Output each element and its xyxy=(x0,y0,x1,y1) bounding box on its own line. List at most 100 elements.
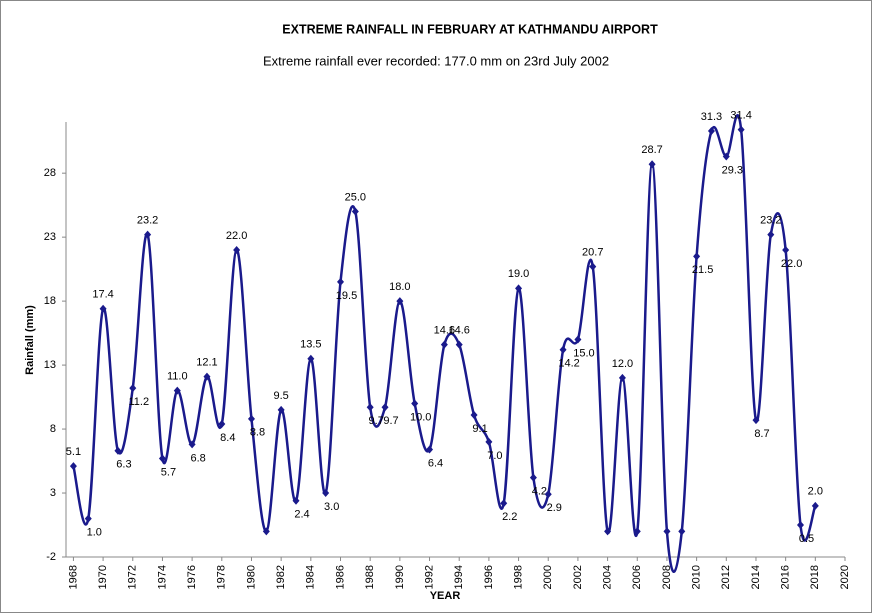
marker xyxy=(114,446,122,455)
marker xyxy=(529,473,537,482)
marker xyxy=(574,335,582,344)
marker xyxy=(396,297,404,306)
x-tick-label: 2016 xyxy=(780,565,792,589)
x-tick-label: 1970 xyxy=(97,565,109,589)
data-label: 19.0 xyxy=(508,268,529,280)
marker xyxy=(485,437,493,446)
marker xyxy=(144,230,152,239)
x-tick-label: 1984 xyxy=(305,565,317,589)
marker xyxy=(292,496,300,505)
marker xyxy=(426,445,434,454)
x-tick-label: 1976 xyxy=(186,565,198,589)
marker xyxy=(633,527,641,536)
data-label: 3.0 xyxy=(324,501,339,513)
marker xyxy=(470,410,478,419)
marker xyxy=(322,489,330,498)
data-label: 2.0 xyxy=(808,486,823,498)
data-label: 9.7 xyxy=(369,415,384,427)
data-label: 14.6 xyxy=(448,325,469,337)
data-label: 23.2 xyxy=(760,214,781,226)
data-label: 22.0 xyxy=(226,230,247,242)
data-label: 12.1 xyxy=(196,357,217,369)
marker xyxy=(307,354,315,363)
marker xyxy=(99,304,107,313)
x-tick-label: 1968 xyxy=(67,565,79,589)
data-label: 7.0 xyxy=(487,450,502,462)
data-label: 17.4 xyxy=(92,289,113,301)
y-axis-label: Rainfall (mm) xyxy=(24,305,36,375)
data-label: 9.1 xyxy=(472,423,487,435)
marker xyxy=(678,527,686,536)
x-tick-label: 1994 xyxy=(453,565,465,589)
data-label: 10.0 xyxy=(410,411,431,423)
data-label: 23.2 xyxy=(137,214,158,226)
marker xyxy=(203,372,211,381)
x-tick-label: 2020 xyxy=(839,565,851,589)
chart-title: EXTREME RAINFALL IN FEBRUARY AT KATHMAND… xyxy=(282,22,658,36)
data-label: 8.4 xyxy=(220,432,235,444)
x-tick-label: 1988 xyxy=(364,565,376,589)
data-label: 28.7 xyxy=(641,144,662,156)
marker xyxy=(500,499,508,508)
marker xyxy=(411,399,419,408)
marker xyxy=(381,403,389,412)
marker xyxy=(69,462,77,471)
marker xyxy=(811,501,819,510)
y-tick-label: 18 xyxy=(44,295,56,307)
x-tick-label: 2018 xyxy=(809,565,821,589)
x-tick-label: 1986 xyxy=(334,565,346,589)
marker xyxy=(618,373,626,382)
data-label: 2.9 xyxy=(547,502,562,514)
x-tick-label: 1996 xyxy=(483,565,495,589)
marker xyxy=(84,514,92,523)
marker xyxy=(440,340,448,349)
data-label: 13.5 xyxy=(300,339,321,351)
y-tick-label: -2 xyxy=(46,551,56,563)
data-label: 12.0 xyxy=(612,358,633,370)
data-label: 1.0 xyxy=(87,527,102,539)
data-label: 8.7 xyxy=(754,428,769,440)
data-label: 6.4 xyxy=(428,457,443,469)
marker xyxy=(351,207,359,216)
marker xyxy=(707,126,715,135)
marker xyxy=(455,340,463,349)
data-label: 11.0 xyxy=(167,371,188,383)
marker xyxy=(366,403,374,412)
data-label: 5.7 xyxy=(161,466,176,478)
x-tick-label: 2004 xyxy=(601,565,613,589)
x-tick-label: 1990 xyxy=(394,565,406,589)
data-label: 22.0 xyxy=(781,258,802,270)
data-label: 18.0 xyxy=(389,281,410,293)
marker xyxy=(173,386,181,395)
marker xyxy=(589,262,597,271)
y-tick-label: 3 xyxy=(50,487,56,499)
marker xyxy=(767,230,775,239)
data-label: 2.2 xyxy=(502,511,517,523)
marker xyxy=(663,527,671,536)
data-label: 20.7 xyxy=(582,246,603,258)
data-label: 21.5 xyxy=(692,264,713,276)
data-label: 14.2 xyxy=(558,358,579,370)
data-label: 0.5 xyxy=(799,533,814,545)
marker xyxy=(218,419,226,428)
x-tick-label: 1982 xyxy=(275,565,287,589)
marker xyxy=(722,152,730,161)
data-label: 19.5 xyxy=(336,290,357,302)
marker xyxy=(559,345,567,354)
marker xyxy=(796,521,804,530)
y-tick-label: 23 xyxy=(44,231,56,243)
x-tick-label: 2000 xyxy=(542,565,554,589)
x-tick-label: 1978 xyxy=(216,565,228,589)
x-tick-label: 2008 xyxy=(661,565,673,589)
x-axis-label: YEAR xyxy=(430,590,461,602)
x-tick-label: 1980 xyxy=(245,565,257,589)
marker xyxy=(158,454,166,463)
y-tick-label: 8 xyxy=(50,423,56,435)
data-label: 31.4 xyxy=(730,110,751,122)
x-tick-label: 2002 xyxy=(572,565,584,589)
marker xyxy=(752,416,760,425)
data-label: 6.8 xyxy=(190,452,205,464)
data-label: 15.0 xyxy=(573,347,594,359)
